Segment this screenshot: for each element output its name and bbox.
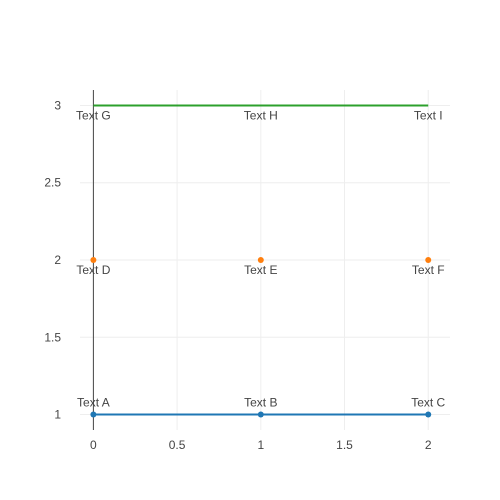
y-tick-label-2: 2 [54, 253, 61, 267]
series-1-point-0 [90, 257, 97, 263]
series-1-label-0: Text D [76, 263, 110, 277]
series-2-label-0: Text G [76, 108, 111, 122]
series-1-label-2: Text F [412, 263, 445, 277]
x-tick-label-3: 1.5 [336, 438, 353, 452]
x-tick-label-1: 0.5 [169, 438, 186, 452]
series-0-label-2: Text C [411, 396, 445, 410]
series-layer [90, 104, 432, 418]
series-0-label-1: Text B [244, 396, 277, 410]
y-tick-label-3: 2.5 [44, 176, 61, 190]
series-0-point-1 [257, 411, 264, 418]
x-tick-label-2: 1 [257, 438, 264, 452]
series-0-label-0: Text A [77, 396, 110, 410]
series-2-label-2: Text I [414, 108, 443, 122]
y-tick-label-1: 1.5 [44, 330, 61, 344]
series-1-point-1 [257, 257, 264, 263]
series-0-point-0 [90, 411, 97, 418]
point-labels: Text A Text B Text C Text D Text E Text F Text… [76, 108, 446, 409]
series-1-point-2 [425, 257, 432, 263]
series-2-label-1: Text H [244, 108, 278, 122]
x-tick-label-0: 0 [90, 438, 97, 452]
x-tick-label-4: 2 [425, 438, 432, 452]
series-1-label-1: Text E [244, 263, 277, 277]
y-tick-label-0: 1 [54, 408, 61, 422]
y-tick-label-4: 3 [54, 98, 61, 112]
tick-labels: 0 0.5 1 1.5 2 1 1.5 2 2.5 3 [44, 98, 432, 452]
series-0-point-2 [425, 411, 432, 418]
